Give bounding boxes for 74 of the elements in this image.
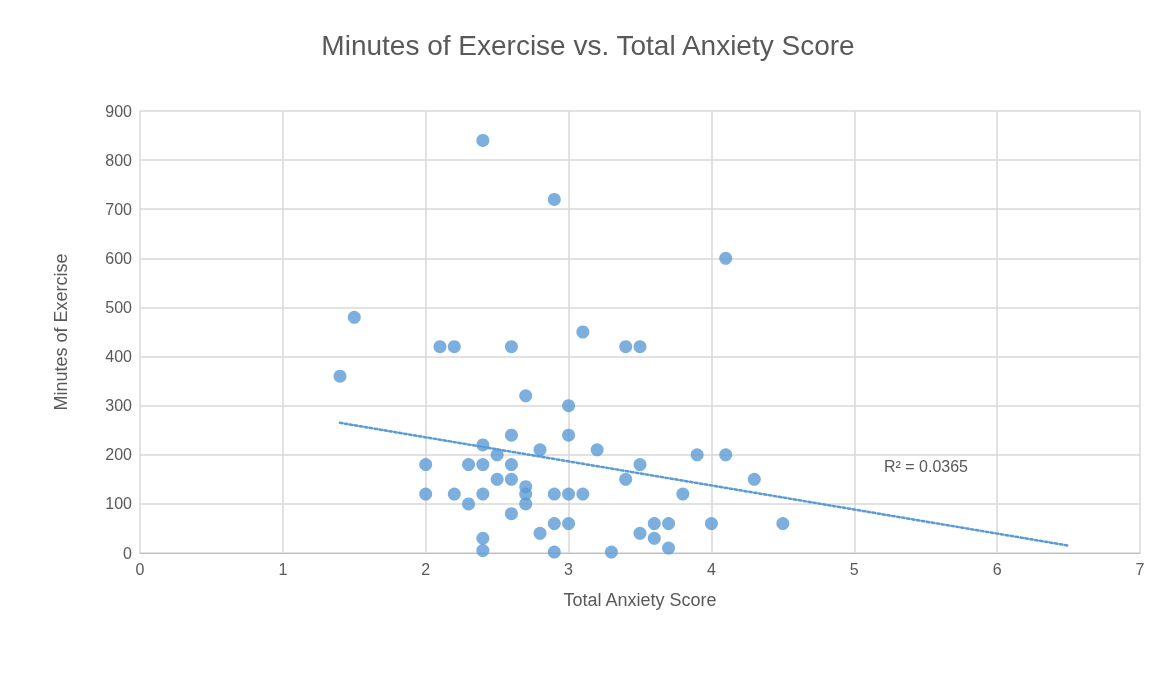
point xyxy=(419,458,433,472)
point xyxy=(462,458,476,472)
point xyxy=(719,448,733,462)
y-tick-label: 300 xyxy=(105,397,133,415)
y-tick-label: 400 xyxy=(105,348,133,366)
point xyxy=(533,443,547,457)
x-tick-label: 0 xyxy=(135,560,145,578)
point xyxy=(547,192,561,206)
x-tick-label: 6 xyxy=(992,560,1002,578)
point xyxy=(562,487,576,501)
point xyxy=(633,458,647,472)
y-axis-title: Minutes of Exercise xyxy=(51,253,71,411)
point xyxy=(633,526,647,540)
y-tick-label: 700 xyxy=(105,200,133,218)
point xyxy=(547,517,561,531)
point xyxy=(547,545,561,559)
point xyxy=(504,507,518,521)
point xyxy=(647,517,661,531)
point xyxy=(462,497,476,511)
point xyxy=(504,472,518,486)
point xyxy=(676,487,690,501)
y-tick-label: 800 xyxy=(105,151,133,169)
x-tick-label: 4 xyxy=(706,560,716,578)
point xyxy=(547,487,561,501)
point xyxy=(476,544,490,558)
point xyxy=(476,458,490,472)
point xyxy=(662,517,676,531)
y-tick-label: 600 xyxy=(105,249,133,267)
point xyxy=(519,389,533,403)
annotation: R² = 0.0365 xyxy=(883,457,969,475)
x-tick-label: 5 xyxy=(849,560,859,578)
point xyxy=(562,428,576,442)
point xyxy=(504,458,518,472)
point xyxy=(347,310,361,324)
point xyxy=(490,472,504,486)
y-tick-label: 0 xyxy=(123,544,133,562)
point xyxy=(662,541,676,555)
x-tick-label: 2 xyxy=(421,560,431,578)
point xyxy=(619,472,633,486)
y-tick-label: 200 xyxy=(105,446,133,464)
point xyxy=(747,472,761,486)
point xyxy=(433,340,447,354)
point xyxy=(562,399,576,413)
point xyxy=(476,133,490,147)
y-tick-label: 100 xyxy=(105,495,133,513)
point xyxy=(576,325,590,339)
chart-title: Minutes of Exercise vs. Total Anxiety Score xyxy=(321,29,855,61)
point xyxy=(590,443,604,457)
point xyxy=(576,487,590,501)
y-tick-label: 500 xyxy=(105,298,133,316)
point xyxy=(604,545,618,559)
point xyxy=(633,340,647,354)
point xyxy=(447,340,461,354)
point xyxy=(619,340,633,354)
point xyxy=(419,487,433,501)
point xyxy=(519,497,533,511)
point xyxy=(719,251,733,265)
x-tick-label: 1 xyxy=(278,560,288,578)
point xyxy=(647,531,661,545)
point xyxy=(504,428,518,442)
x-tick-label: 3 xyxy=(564,560,574,578)
point xyxy=(504,340,518,354)
point xyxy=(704,517,718,531)
y-tick-label: 900 xyxy=(105,102,133,120)
point xyxy=(476,531,490,545)
point xyxy=(447,487,461,501)
point xyxy=(533,526,547,540)
point xyxy=(690,448,704,462)
point xyxy=(776,517,790,531)
point xyxy=(476,487,490,501)
point xyxy=(562,517,576,531)
x-tick-label: 7 xyxy=(1135,560,1145,578)
x-axis-title: Total Anxiety Score xyxy=(563,590,717,610)
point xyxy=(333,369,347,383)
